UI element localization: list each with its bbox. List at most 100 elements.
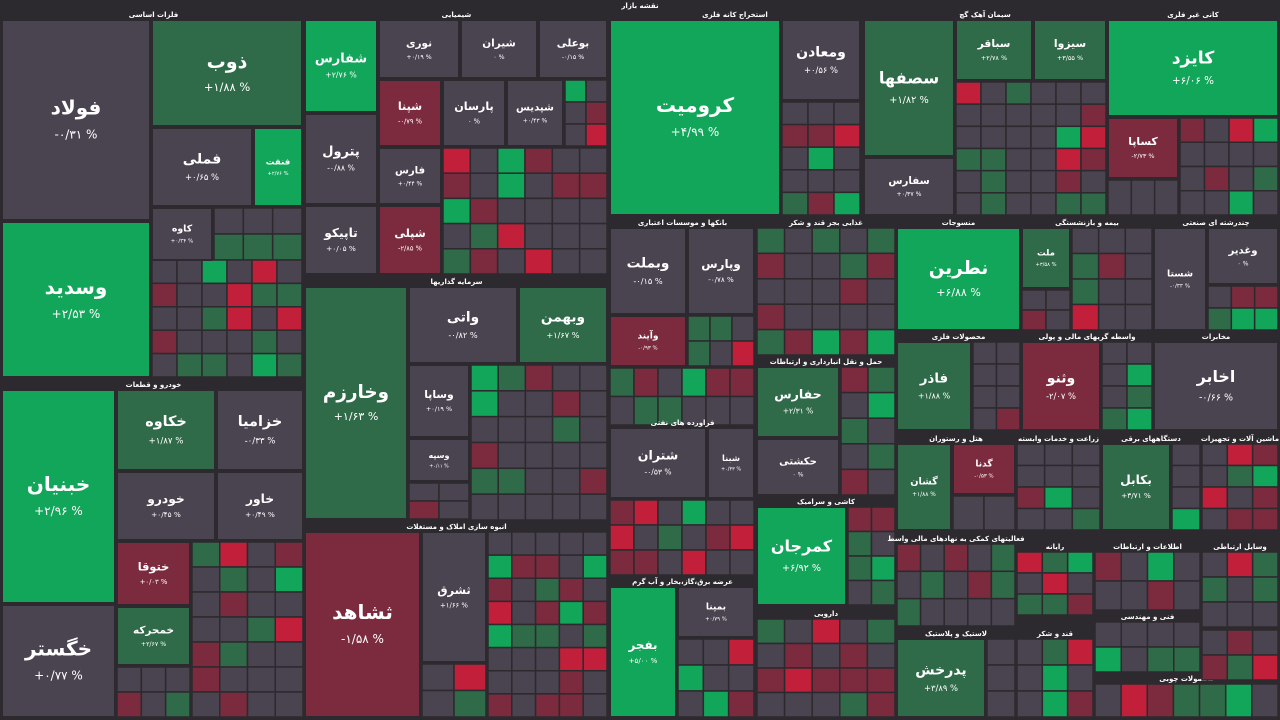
filler-tile bbox=[201, 282, 228, 308]
stock-tile bbox=[896, 341, 972, 431]
filler-tile bbox=[1016, 664, 1044, 692]
filler-tile bbox=[1045, 309, 1071, 331]
filler-tile bbox=[579, 467, 608, 495]
filler-tile bbox=[579, 390, 608, 418]
filler-tile bbox=[251, 306, 278, 331]
filler-tile bbox=[191, 616, 221, 643]
stock-change: +۳/۵۵ % bbox=[1057, 54, 1083, 62]
stock-name: سفارس bbox=[888, 175, 929, 187]
stock-change: +۱/۸۸ % bbox=[918, 391, 951, 400]
filler-tile bbox=[833, 123, 861, 148]
filler-tile bbox=[201, 352, 228, 378]
filler-tile bbox=[251, 259, 278, 285]
filler-tile bbox=[1016, 464, 1046, 488]
stock-name: فاذر bbox=[919, 372, 948, 387]
filler-tile bbox=[980, 147, 1007, 172]
filler-tile bbox=[783, 691, 813, 718]
filler-tile bbox=[511, 600, 537, 626]
sector-title: مخابرات bbox=[1202, 333, 1230, 341]
filler-tile bbox=[1226, 464, 1254, 488]
filler-tile bbox=[1203, 141, 1230, 168]
filler-tile bbox=[1066, 551, 1094, 574]
stock-tile bbox=[151, 207, 213, 261]
filler-tile bbox=[866, 642, 896, 669]
stock-tile bbox=[1207, 227, 1279, 285]
stock-change: -۰/۷۹ % bbox=[398, 117, 422, 125]
sector-title: فعالیتهای کمکی به نهادهای مالی واسط bbox=[887, 535, 1025, 543]
stock-change: -۰/۹۳ % bbox=[638, 345, 657, 351]
stock-tile bbox=[460, 19, 538, 79]
filler-tile bbox=[1043, 486, 1074, 510]
filler-tile bbox=[783, 618, 813, 645]
filler-tile bbox=[251, 352, 278, 378]
stock-change: +۱/۸۲ % bbox=[889, 95, 928, 106]
filler-tile bbox=[952, 495, 985, 531]
sector-title: منسوجات bbox=[942, 219, 975, 227]
filler-tile bbox=[677, 664, 705, 692]
filler-tile bbox=[657, 395, 683, 426]
filler-tile bbox=[274, 641, 304, 668]
stock-name: وبهمن bbox=[541, 309, 585, 325]
filler-tile bbox=[1021, 289, 1047, 311]
filler-tile bbox=[709, 315, 733, 342]
stock-name: ومعادن bbox=[796, 44, 846, 60]
filler-tile bbox=[657, 549, 683, 576]
filler-tile bbox=[582, 600, 608, 626]
filler-tile bbox=[246, 591, 276, 618]
stock-name: سیزوا bbox=[1054, 37, 1086, 50]
filler-tile bbox=[1066, 593, 1094, 616]
stock-name: فارس bbox=[395, 165, 425, 176]
stock-name: وخارزم bbox=[323, 382, 389, 403]
filler-tile bbox=[709, 340, 733, 367]
sector-title: محصولات فلزی bbox=[932, 333, 986, 341]
stock-name: بوعلی bbox=[557, 37, 589, 49]
stock-change: -۲/۷۳ % bbox=[1131, 152, 1154, 160]
stock-name: خگستر bbox=[24, 637, 92, 661]
filler-tile bbox=[487, 600, 513, 626]
filler-tile bbox=[1107, 179, 1133, 216]
filler-tile bbox=[870, 506, 896, 533]
filler-tile bbox=[470, 364, 499, 392]
stock-tile bbox=[756, 438, 840, 496]
filler-tile bbox=[1251, 601, 1279, 628]
stock-name: حفارس bbox=[774, 387, 822, 402]
filler-tile bbox=[1005, 81, 1032, 105]
filler-tile bbox=[1226, 629, 1254, 656]
sector-title: شیمیایی bbox=[442, 11, 472, 19]
filler-tile bbox=[524, 390, 554, 418]
filler-tile bbox=[657, 367, 683, 398]
filler-tile bbox=[534, 693, 561, 718]
stock-change: -۱/۵۸ % bbox=[341, 632, 384, 646]
filler-tile bbox=[609, 524, 635, 551]
stock-tile bbox=[538, 19, 608, 79]
filler-tile bbox=[867, 391, 896, 419]
filler-tile bbox=[1226, 507, 1254, 531]
filler-tile bbox=[1207, 307, 1233, 331]
filler-tile bbox=[955, 192, 982, 216]
stock-tile bbox=[378, 19, 460, 79]
filler-tile bbox=[470, 441, 499, 470]
filler-tile bbox=[1171, 443, 1201, 467]
filler-tile bbox=[811, 667, 841, 694]
filler-tile bbox=[807, 146, 835, 171]
stock-name: شستا bbox=[1167, 268, 1193, 279]
stock-name: وبملت bbox=[627, 255, 670, 271]
filler-tile bbox=[524, 467, 554, 495]
stock-tile bbox=[1153, 341, 1279, 431]
filler-tile bbox=[781, 146, 809, 171]
stock-change: +۳/۸۹ % bbox=[924, 683, 958, 693]
sector-title: سرمایه گذاریها bbox=[431, 277, 483, 286]
filler-tile bbox=[1005, 192, 1032, 216]
filler-tile bbox=[980, 81, 1007, 105]
stock-change: +۰/۴۵ % bbox=[151, 510, 181, 519]
filler-tile bbox=[1252, 117, 1279, 143]
filler-tile bbox=[1251, 551, 1279, 578]
filler-tile bbox=[1071, 303, 1100, 331]
filler-tile bbox=[1016, 572, 1044, 595]
filler-tile bbox=[955, 169, 982, 194]
filler-tile bbox=[1226, 551, 1254, 578]
stock-tile bbox=[896, 638, 986, 718]
stock-change: -۰/۷۸ % bbox=[708, 275, 734, 284]
stock-tile bbox=[304, 19, 378, 113]
filler-tile bbox=[1179, 117, 1206, 143]
